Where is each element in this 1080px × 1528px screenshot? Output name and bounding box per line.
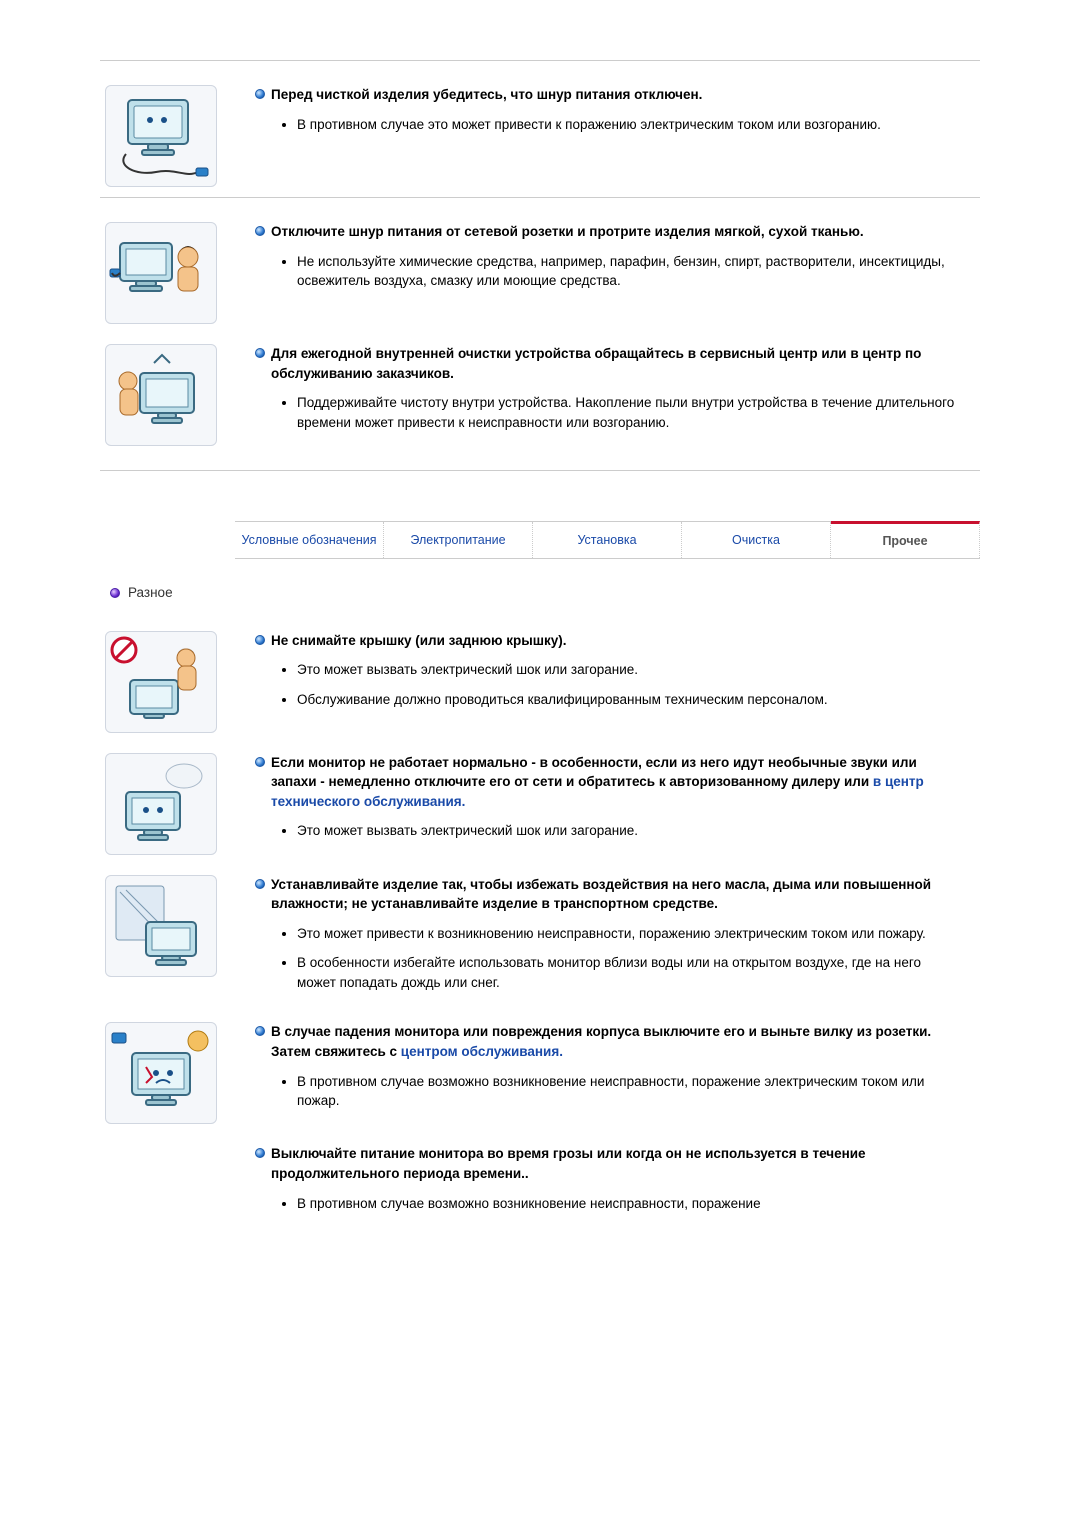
tab-notation[interactable]: Условные обозначения [235,522,384,558]
text-column: Выключайте питание монитора во время гро… [255,1144,980,1223]
bullet-icon [255,757,265,767]
illustration-column [100,1022,235,1124]
list-item: Обслуживание должно проводиться квалифиц… [297,690,960,710]
sub-list: В противном случае возможно возникновени… [279,1194,960,1214]
safety-item: В случае падения монитора или повреждени… [100,1012,980,1134]
section-bullet-icon [110,588,120,598]
item-heading: Для ежегодной внутренней очистки устройс… [271,344,960,383]
divider [100,197,980,198]
list-item: Это может привести к возникновению неисп… [297,924,960,944]
bullet-icon [255,879,265,889]
tab-cleaning[interactable]: Очистка [682,522,831,558]
text-column: В случае падения монитора или повреждени… [255,1022,980,1120]
list-item: Это может вызвать электрический шок или … [297,660,960,680]
sub-list: Это может привести к возникновению неисп… [279,924,960,993]
monitor-service-person-icon [105,344,217,446]
list-item: В противном случае возможно возникновени… [297,1072,960,1111]
monitor-drop-broken-icon [105,1022,217,1124]
heading-text: Не снимайте крышку (или заднюю крышку). [271,633,567,648]
text-column: Если монитор не работает нормально - в о… [255,753,980,851]
heading-text: Устанавливайте изделие так, чтобы избежа… [271,877,931,912]
tabs-container: Условные обозначения Электропитание Уста… [100,521,980,559]
item-heading: Отключите шнур питания от сетевой розетк… [271,222,864,242]
list-item: В противном случае это может привести к … [297,115,960,135]
section-label: Разное [128,583,173,603]
bullet-icon [255,1148,265,1158]
monitor-open-warn-icon [105,631,217,733]
monitor-clean-cord-icon [105,85,217,187]
divider [100,470,980,471]
item-heading: Не снимайте крышку (или заднюю крышку). [271,631,567,651]
sub-list: В противном случае это может привести к … [279,115,960,135]
divider [100,60,980,61]
bullet-icon [255,635,265,645]
heading-link[interactable]: центром обслуживания. [401,1044,563,1059]
heading-text: Если монитор не работает нормально - в о… [271,755,917,790]
page: Перед чисткой изделия убедитесь, что шну… [100,0,980,1273]
item-heading: Перед чисткой изделия убедитесь, что шну… [271,85,702,105]
list-item: Это может вызвать электрический шок или … [297,821,960,841]
bullet-icon [255,226,265,236]
sub-list: Не используйте химические средства, напр… [279,252,960,291]
tab-other[interactable]: Прочее [831,521,980,558]
bullet-icon [255,348,265,358]
bullet-icon [255,1026,265,1036]
item-heading: Устанавливайте изделие так, чтобы избежа… [271,875,960,914]
heading-text: В случае падения монитора или повреждени… [271,1024,931,1059]
sub-list: Поддерживайте чистоту внутри устройства.… [279,393,960,432]
monitor-oil-humidity-icon [105,875,217,977]
illustration-column [100,631,235,733]
safety-item: Выключайте питание монитора во время гро… [100,1134,980,1233]
sub-list: В противном случае возможно возникновени… [279,1072,960,1111]
safety-item: Отключите шнур питания от сетевой розетк… [100,212,980,334]
safety-item: Перед чисткой изделия убедитесь, что шну… [100,75,980,197]
item-heading: Выключайте питание монитора во время гро… [271,1144,960,1183]
tab-power[interactable]: Электропитание [384,522,533,558]
text-column: Отключите шнур питания от сетевой розетк… [255,222,980,301]
safety-item: Не снимайте крышку (или заднюю крышку). … [100,621,980,743]
illustration-column [100,222,235,324]
sub-list: Это может вызвать электрический шок или … [279,821,960,841]
illustration-column [100,753,235,855]
safety-item: Для ежегодной внутренней очистки устройс… [100,334,980,456]
sub-list: Это может вызвать электрический шок или … [279,660,960,709]
text-column: Устанавливайте изделие так, чтобы избежа… [255,875,980,1003]
monitor-wipe-person-icon [105,222,217,324]
bullet-icon [255,89,265,99]
text-column: Перед чисткой изделия убедитесь, что шну… [255,85,980,144]
list-item: В противном случае возможно возникновени… [297,1194,960,1214]
heading-text: Выключайте питание монитора во время гро… [271,1146,866,1181]
item-heading: В случае падения монитора или повреждени… [271,1022,960,1061]
illustration-column [100,85,235,187]
tab-install[interactable]: Установка [533,522,682,558]
text-column: Не снимайте крышку (или заднюю крышку). … [255,631,980,720]
item-heading: Если монитор не работает нормально - в о… [271,753,960,812]
illustration-column [100,344,235,446]
list-item: В особенности избегайте использовать мон… [297,953,960,992]
tabs-bar: Условные обозначения Электропитание Уста… [235,521,980,559]
section-heading: Разное [110,583,980,603]
monitor-noise-smoke-icon [105,753,217,855]
safety-item: Устанавливайте изделие так, чтобы избежа… [100,865,980,1013]
list-item: Не используйте химические средства, напр… [297,252,960,291]
safety-item: Если монитор не работает нормально - в о… [100,743,980,865]
list-item: Поддерживайте чистоту внутри устройства.… [297,393,960,432]
illustration-column [100,875,235,977]
text-column: Для ежегодной внутренней очистки устройс… [255,344,980,442]
